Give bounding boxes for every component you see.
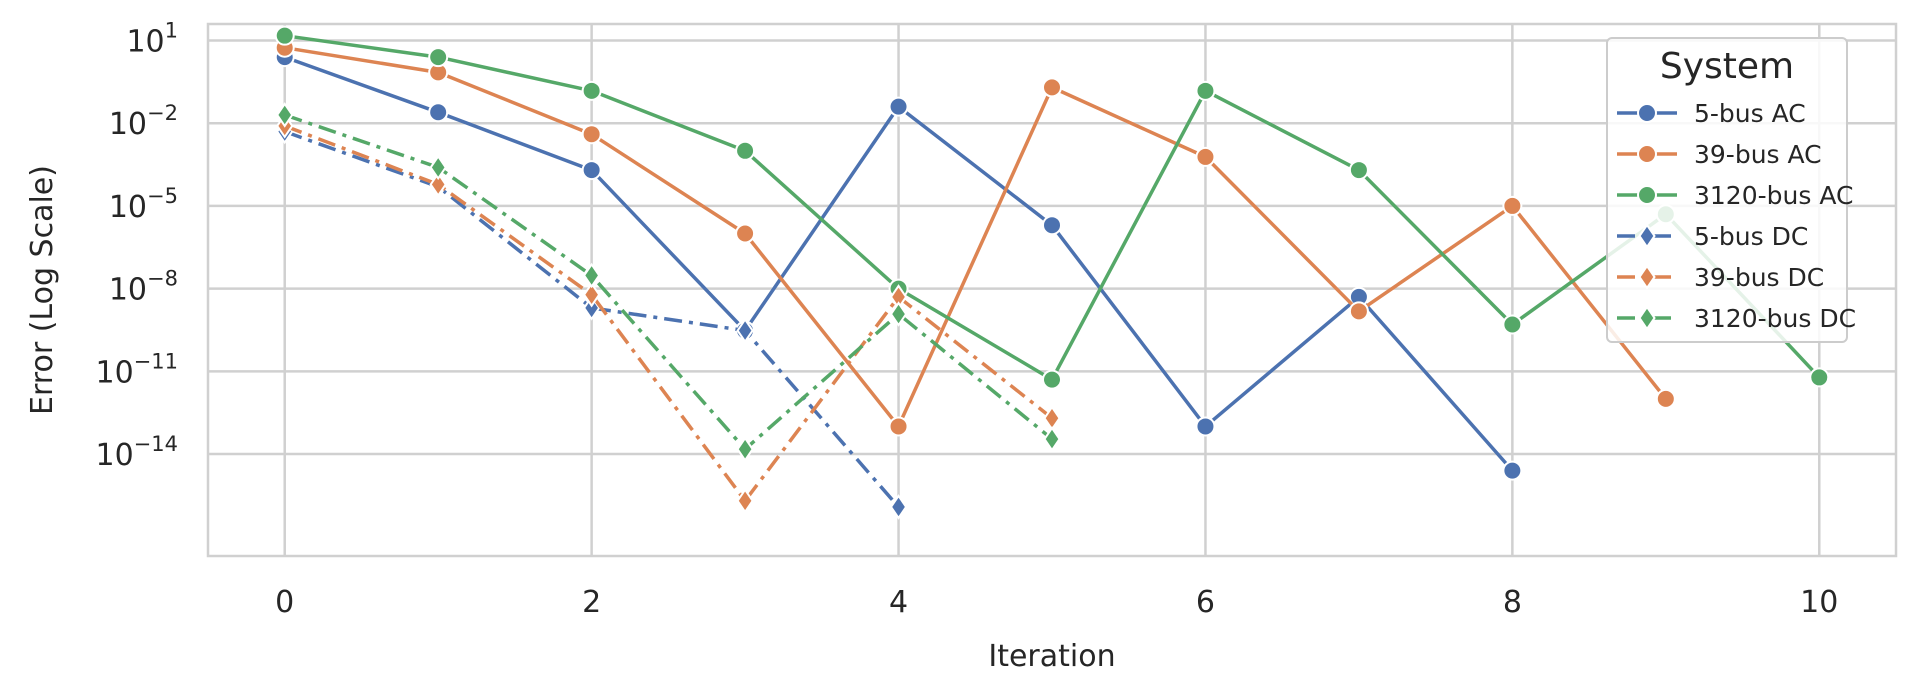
series-layer [274, 25, 1830, 520]
data-point [888, 416, 909, 437]
legend-entries: 5-bus AC 39-bus AC 3120-bus AC 5-bus DC 39-b… [1617, 99, 1856, 333]
legend-label: 5-bus DC [1694, 222, 1808, 251]
data-point [735, 140, 756, 161]
series-line-39-bus-dc [284, 124, 1054, 503]
data-point [1043, 426, 1061, 452]
legend-label: 3120-bus AC [1694, 181, 1853, 210]
data-point [1655, 388, 1676, 409]
x-tick-label: 10 [1800, 585, 1838, 620]
legend-marker [1638, 264, 1656, 290]
legend-marker [1637, 185, 1657, 205]
data-point [1195, 80, 1216, 101]
data-point [736, 436, 754, 462]
y-tick-label: 10−11 [95, 349, 178, 390]
series-3120-bus-dc [276, 102, 1061, 462]
data-point [1348, 160, 1369, 181]
legend-label: 5-bus AC [1694, 99, 1806, 128]
legend-marker [1637, 144, 1657, 164]
data-point [1042, 369, 1062, 390]
y-tick-label: 10−8 [109, 267, 178, 308]
y-tick-label: 10−5 [109, 184, 178, 225]
data-point [736, 488, 754, 514]
data-point [1348, 301, 1369, 322]
tick-labels: 0 2 4 6 8 10 101 10−2 10−5 10−8 10−11 10−14 [95, 19, 1838, 620]
y-axis-title: Error (Log Scale) [25, 165, 60, 415]
data-point [736, 317, 754, 344]
legend-item-5-bus-dc: 5-bus DC [1617, 222, 1808, 251]
legend-item-3120-bus-dc: 3120-bus DC [1617, 304, 1856, 333]
data-point [735, 223, 756, 244]
data-point [1195, 146, 1216, 167]
legend-marker [1638, 223, 1656, 249]
y-tick-label: 10−2 [109, 101, 178, 142]
data-point [429, 171, 447, 198]
legend-item-39-bus-ac: 39-bus AC [1617, 140, 1822, 169]
series-line-39-bus-ac [284, 45, 1668, 429]
x-tick-label: 8 [1503, 585, 1522, 620]
data-point [1042, 77, 1062, 98]
legend-label: 39-bus DC [1694, 263, 1824, 292]
legend-item-5-bus-ac: 5-bus AC [1617, 99, 1806, 128]
series-39-bus-ac [274, 37, 1676, 437]
data-point [1502, 195, 1523, 216]
legend-marker [1638, 305, 1656, 331]
legend-label: 39-bus AC [1694, 140, 1822, 169]
series-39-bus-dc [276, 113, 1061, 514]
data-point [581, 160, 602, 181]
data-point [274, 25, 295, 46]
legend-item-3120-bus-ac: 3120-bus AC [1617, 181, 1853, 210]
plot-frame [206, 22, 1898, 558]
legend-item-39-bus-dc: 39-bus DC [1617, 263, 1824, 292]
data-point [276, 102, 294, 128]
data-point [1195, 416, 1216, 437]
data-point [889, 494, 908, 520]
data-point [889, 301, 908, 327]
data-point [1502, 460, 1523, 481]
legend-title: System [1660, 46, 1794, 87]
x-axis-title: Iteration [988, 639, 1115, 674]
data-point [429, 154, 447, 181]
data-point [428, 102, 449, 123]
data-point [582, 281, 601, 308]
data-point [428, 47, 449, 68]
x-tick-label: 0 [275, 585, 294, 620]
series-line-3120-bus-dc [284, 113, 1054, 451]
data-point [581, 80, 602, 101]
data-point [1502, 314, 1523, 335]
y-tick-label: 101 [126, 19, 178, 60]
data-point [1809, 367, 1830, 388]
data-point [581, 124, 602, 145]
data-point [888, 96, 909, 117]
data-point [1042, 215, 1062, 236]
x-tick-label: 6 [1196, 585, 1215, 620]
series-line-5-bus-dc [284, 129, 900, 509]
x-tick-label: 2 [582, 585, 601, 620]
data-point [582, 262, 601, 289]
legend-label: 3120-bus DC [1694, 304, 1856, 333]
legend-marker [1637, 103, 1657, 123]
x-tick-label: 4 [889, 585, 908, 620]
y-tick-label: 10−14 [95, 432, 178, 473]
